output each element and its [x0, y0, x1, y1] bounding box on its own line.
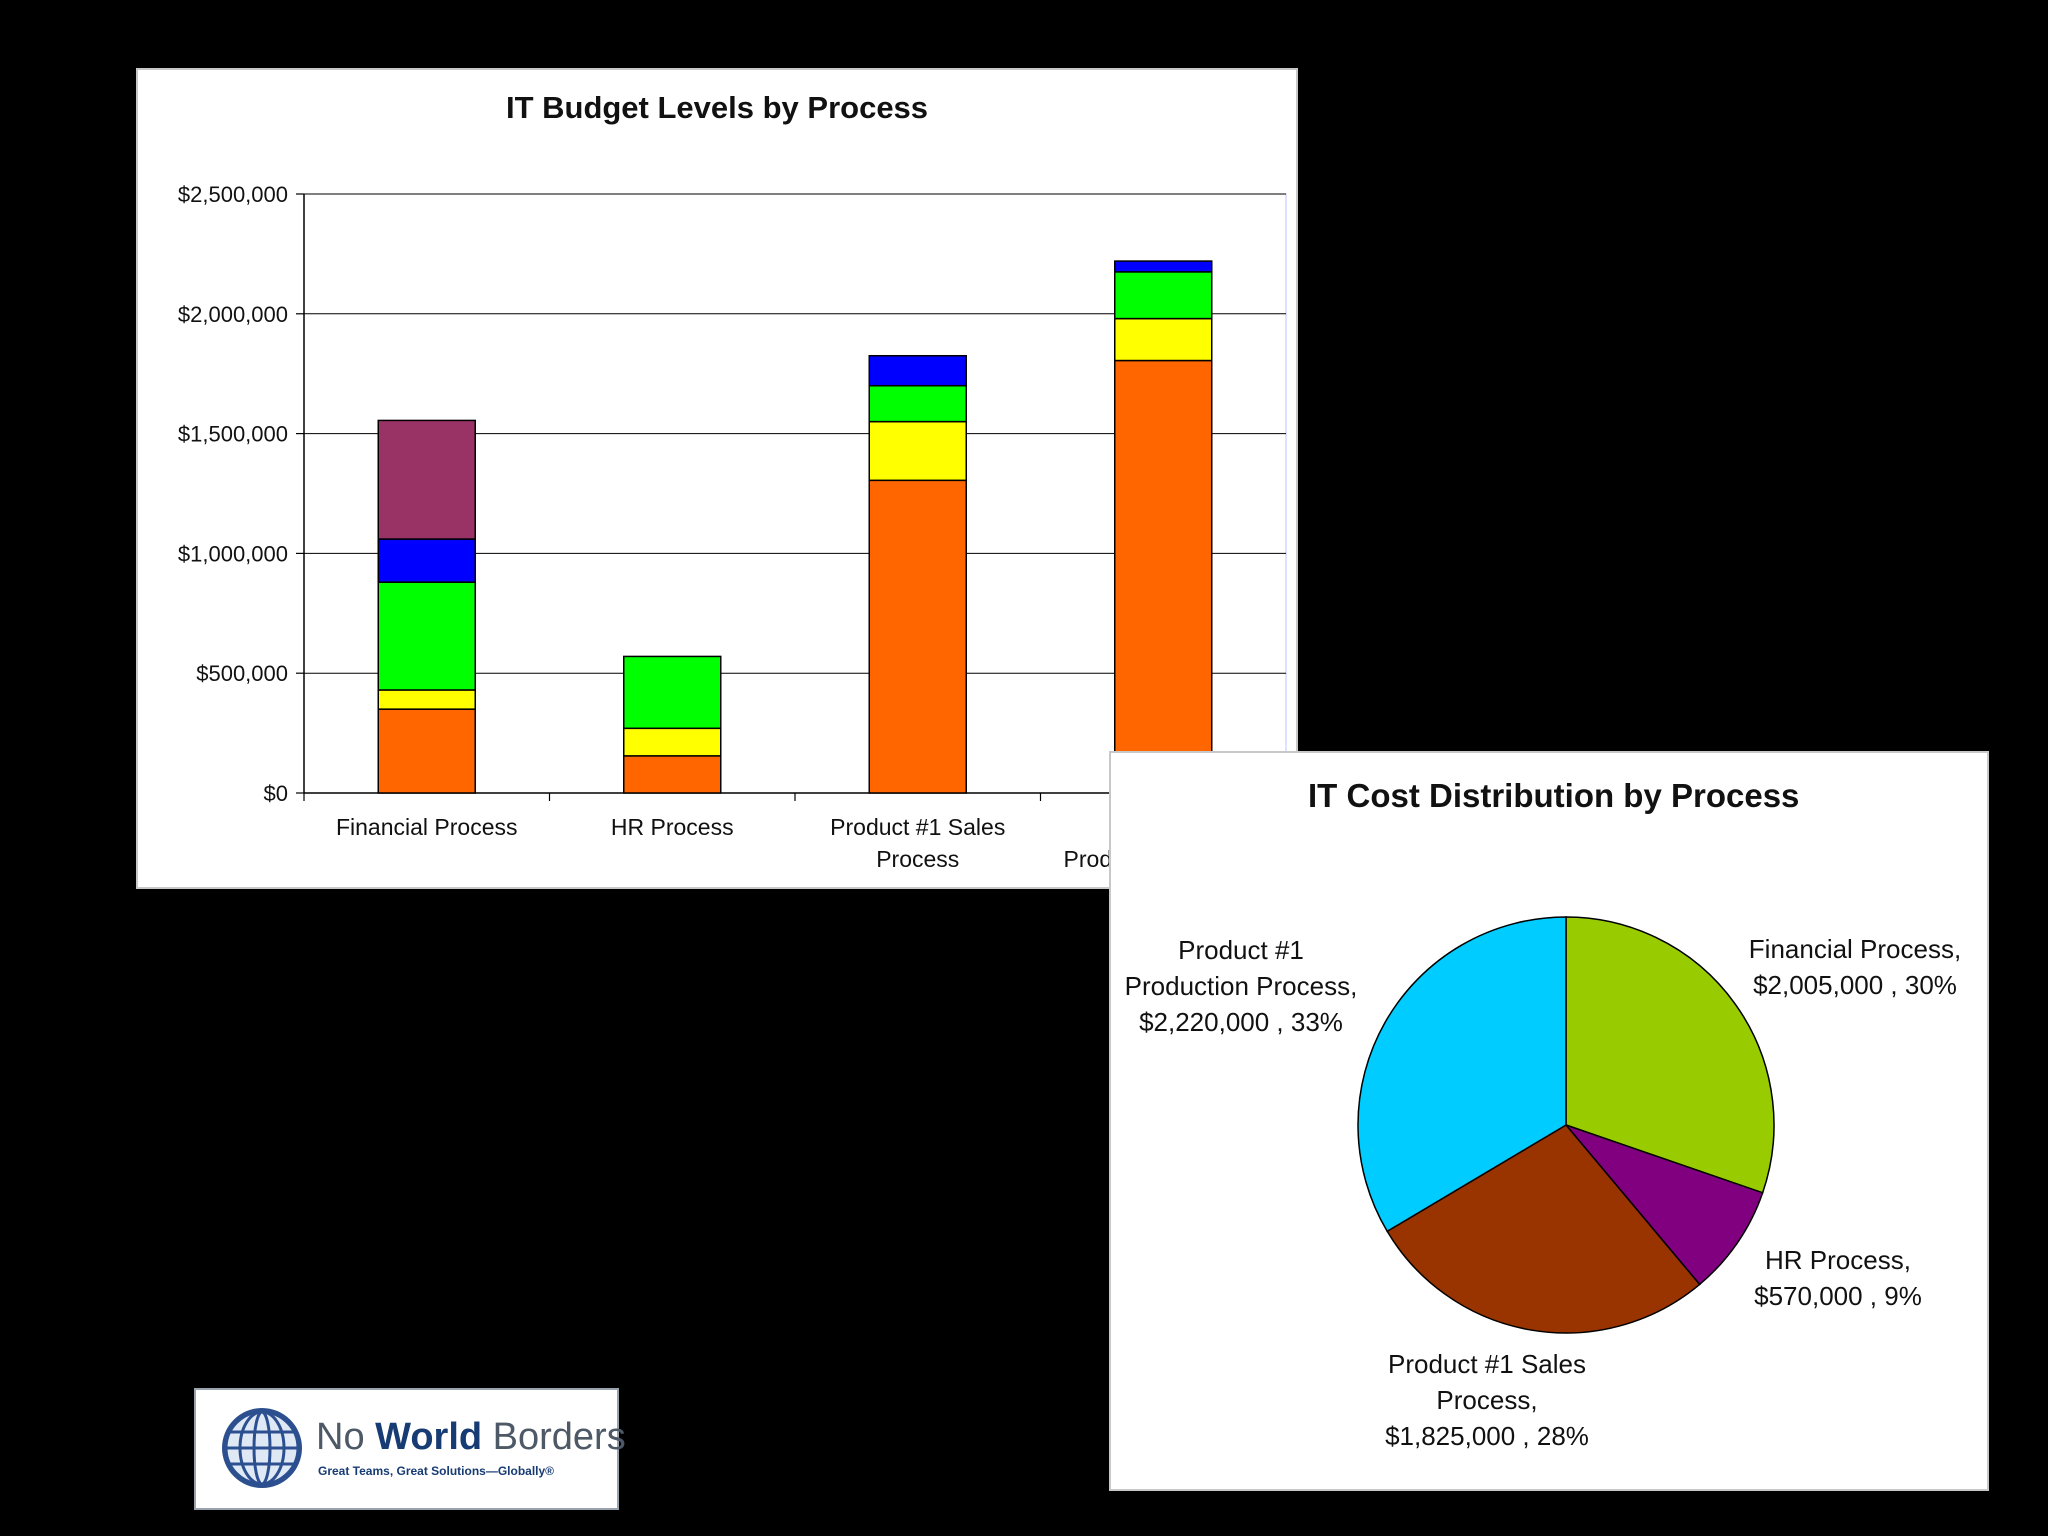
bar-segment [377, 708, 476, 794]
bar-segment [868, 384, 967, 423]
pie-slice-label: Product #1 Sales [1388, 1349, 1586, 1379]
y-tick-label: $0 [264, 781, 288, 806]
pie-slice-label: Product #1 [1178, 935, 1304, 965]
y-tick-label: $1,000,000 [178, 541, 288, 566]
bar-segment [377, 419, 476, 540]
bar-segment [868, 420, 967, 482]
bar-chart-title: IT Budget Levels by Process [505, 90, 929, 125]
pie-chart-panel: IT Cost Distribution by Process Financia… [1109, 751, 1989, 1491]
bar-segment [623, 655, 722, 730]
pie-chart-title: IT Cost Distribution by Process [1308, 777, 1800, 814]
pie-slice-label: HR Process, [1765, 1245, 1911, 1275]
pie-slice-label: $1,825,000 , 28% [1385, 1421, 1589, 1451]
pie-slice-label: $2,005,000 , 30% [1753, 970, 1957, 1000]
logo-word-borders: Borders [492, 1416, 626, 1458]
pie-slice [1565, 916, 1775, 1194]
pie-slice-label: Financial Process, [1749, 934, 1961, 964]
bar-segment [377, 538, 476, 583]
x-category-label: HR Process [611, 814, 734, 840]
bar-segment [623, 755, 722, 794]
logo-title: No World Borders [316, 1416, 626, 1459]
bar-segment [623, 727, 722, 757]
y-tick-label: $500,000 [196, 661, 288, 686]
bar-segment [868, 479, 967, 794]
y-tick-label: $2,500,000 [178, 182, 288, 207]
x-category-label: Process [876, 846, 959, 872]
y-tick-label: $1,500,000 [178, 422, 288, 447]
logo-word-no: No [316, 1416, 365, 1458]
logo-word-world: World [375, 1416, 483, 1458]
pie-slice-label: Production Process, [1125, 971, 1358, 1001]
logo-tagline: Great Teams, Great Solutions—Globally® [318, 1464, 555, 1478]
x-category-label: Financial Process [336, 814, 518, 840]
pie-chart: Financial Process, $2,005,000 , 30% HR Pro… [1125, 916, 1961, 1451]
pie-slice [1386, 1124, 1701, 1334]
bar-segment [377, 581, 476, 691]
x-category-label: Product #1 Sales [830, 814, 1005, 840]
pie-slice [1357, 916, 1567, 1233]
pie-slice-label: $2,220,000 , 33% [1139, 1007, 1343, 1037]
bar-segment [868, 354, 967, 387]
y-tick-label: $2,000,000 [178, 302, 288, 327]
pie-slice-label: Process, [1436, 1385, 1537, 1415]
pie-slice [1563, 1123, 1764, 1286]
company-logo: No World Borders Great Teams, Great Solu… [194, 1388, 626, 1510]
globe-icon [222, 1408, 302, 1488]
bar-segment [377, 689, 476, 710]
bar-segment [1114, 260, 1213, 273]
bar-segment [1114, 317, 1213, 362]
bar-segment [1114, 359, 1213, 794]
bar-segment [1114, 271, 1213, 320]
pie-slice-label: $570,000 , 9% [1754, 1281, 1922, 1311]
